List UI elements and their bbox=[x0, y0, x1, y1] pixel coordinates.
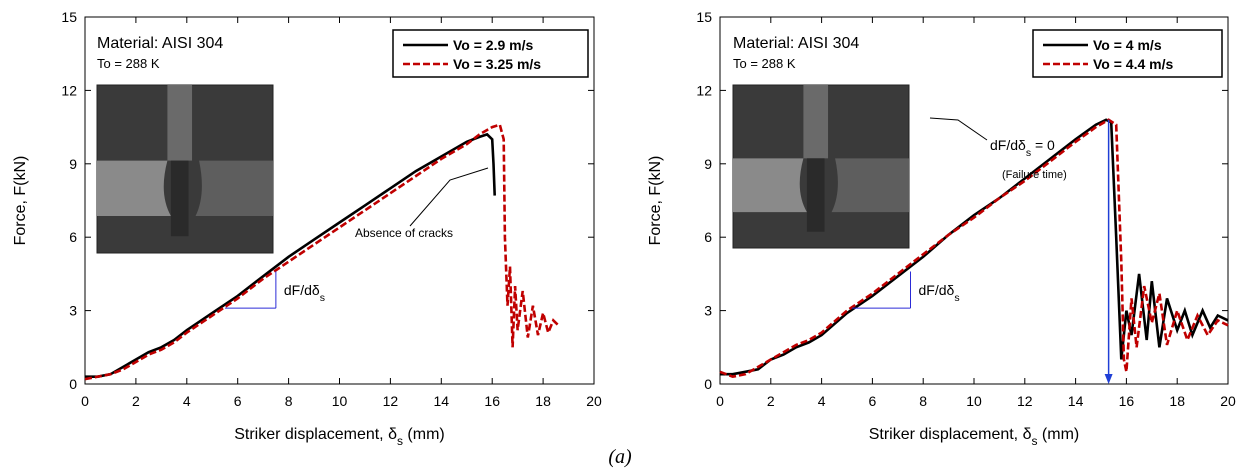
x-tick-label: 8 bbox=[285, 393, 293, 409]
slope-label-part: s bbox=[320, 292, 325, 304]
y-tick-label: 12 bbox=[696, 82, 712, 98]
note-part: dF/dδ bbox=[990, 137, 1026, 153]
x-tick-label: 12 bbox=[1017, 393, 1033, 409]
y-tick-label: 12 bbox=[61, 82, 77, 98]
data-line bbox=[720, 118, 1229, 376]
y-tick-label: 0 bbox=[704, 376, 712, 392]
leader-line bbox=[929, 117, 988, 141]
y-tick-label: 0 bbox=[69, 376, 77, 392]
x-tick-label: 6 bbox=[234, 393, 242, 409]
photo-detail bbox=[170, 160, 189, 237]
y-tick-label: 3 bbox=[69, 303, 77, 319]
note: Absence of cracks bbox=[355, 226, 453, 240]
x-tick-label: 16 bbox=[484, 393, 500, 409]
y-tick-label: 9 bbox=[704, 156, 712, 172]
legend-label: Vo = 4 m/s bbox=[1093, 37, 1162, 53]
photo-detail bbox=[97, 160, 171, 217]
data-line bbox=[719, 118, 1229, 379]
x-tick-label: 8 bbox=[919, 393, 927, 409]
photo-detail bbox=[806, 158, 825, 232]
x-axis-label: Striker displacement, δs (mm) bbox=[234, 426, 445, 448]
legend-label: Vo = 4.4 m/s bbox=[1093, 56, 1173, 72]
data-line bbox=[85, 132, 496, 378]
photo-detail bbox=[195, 160, 273, 217]
y-tick-label: 15 bbox=[696, 9, 712, 25]
x-tick-label: 16 bbox=[1119, 393, 1135, 409]
y-tick-label: 3 bbox=[704, 303, 712, 319]
note: dF/dδs = 0 bbox=[990, 137, 1055, 159]
legend-label: Vo = 2.9 m/s bbox=[453, 37, 533, 53]
x-tick-label: 18 bbox=[535, 393, 551, 409]
data-line bbox=[84, 123, 560, 381]
y-tick-label: 15 bbox=[61, 9, 77, 25]
x-tick-label: 2 bbox=[132, 393, 140, 409]
x-tick-label: 18 bbox=[1169, 393, 1185, 409]
x-tick-label: 20 bbox=[1220, 393, 1236, 409]
material-label: Material: AISI 304 bbox=[97, 35, 223, 52]
x-tick-label: 4 bbox=[183, 393, 191, 409]
x-tick-label: 14 bbox=[434, 393, 450, 409]
y-axis-label: Force, F(kN) bbox=[12, 156, 29, 246]
material-label: Material: AISI 304 bbox=[733, 35, 859, 52]
temperature-label: To = 288 K bbox=[733, 56, 796, 71]
caption: (a) bbox=[608, 446, 632, 468]
slope-label: dF/dδs bbox=[284, 282, 325, 304]
note-part: s bbox=[1026, 147, 1031, 159]
x-axis-label-part: (mm) bbox=[1037, 426, 1079, 443]
photo-detail bbox=[733, 158, 807, 213]
note-sub: (Failure time) bbox=[1002, 169, 1067, 181]
legend-box bbox=[392, 29, 589, 78]
y-tick-label: 6 bbox=[69, 229, 77, 245]
x-tick-label: 10 bbox=[332, 393, 348, 409]
x-tick-label: 0 bbox=[81, 393, 89, 409]
x-tick-label: 10 bbox=[966, 393, 982, 409]
x-axis-label-part: Striker displacement, δ bbox=[234, 426, 397, 443]
leader-line bbox=[409, 167, 489, 227]
x-axis-label: Striker displacement, δs (mm) bbox=[869, 426, 1080, 448]
x-tick-label: 20 bbox=[586, 393, 602, 409]
y-axis-label: Force, F(kN) bbox=[647, 156, 664, 246]
y-tick-label: 9 bbox=[69, 156, 77, 172]
slope-label-part: s bbox=[954, 292, 959, 304]
x-tick-label: 4 bbox=[818, 393, 826, 409]
x-tick-label: 14 bbox=[1068, 393, 1084, 409]
temperature-label: To = 288 K bbox=[97, 56, 160, 71]
photo-detail bbox=[803, 85, 829, 159]
x-tick-label: 12 bbox=[383, 393, 399, 409]
legend-box bbox=[1032, 29, 1223, 78]
photo-detail bbox=[831, 158, 909, 213]
x-axis-label-part: Striker displacement, δ bbox=[869, 426, 1032, 443]
slope-label-part: dF/dδ bbox=[919, 282, 955, 298]
arrow-head bbox=[1104, 374, 1113, 384]
photo-detail bbox=[167, 85, 193, 161]
x-axis-label-part: s bbox=[1031, 434, 1037, 448]
legend-label: Vo = 3.25 m/s bbox=[453, 56, 541, 72]
y-tick-label: 6 bbox=[704, 229, 712, 245]
slope-label: dF/dδs bbox=[919, 282, 960, 304]
slope-label-part: dF/dδ bbox=[284, 282, 320, 298]
x-tick-label: 2 bbox=[767, 393, 775, 409]
x-axis-label-part: (mm) bbox=[403, 426, 445, 443]
x-tick-label: 6 bbox=[869, 393, 877, 409]
note-part: = 0 bbox=[1031, 137, 1055, 153]
x-axis-label-part: s bbox=[397, 434, 403, 448]
x-tick-label: 0 bbox=[716, 393, 724, 409]
